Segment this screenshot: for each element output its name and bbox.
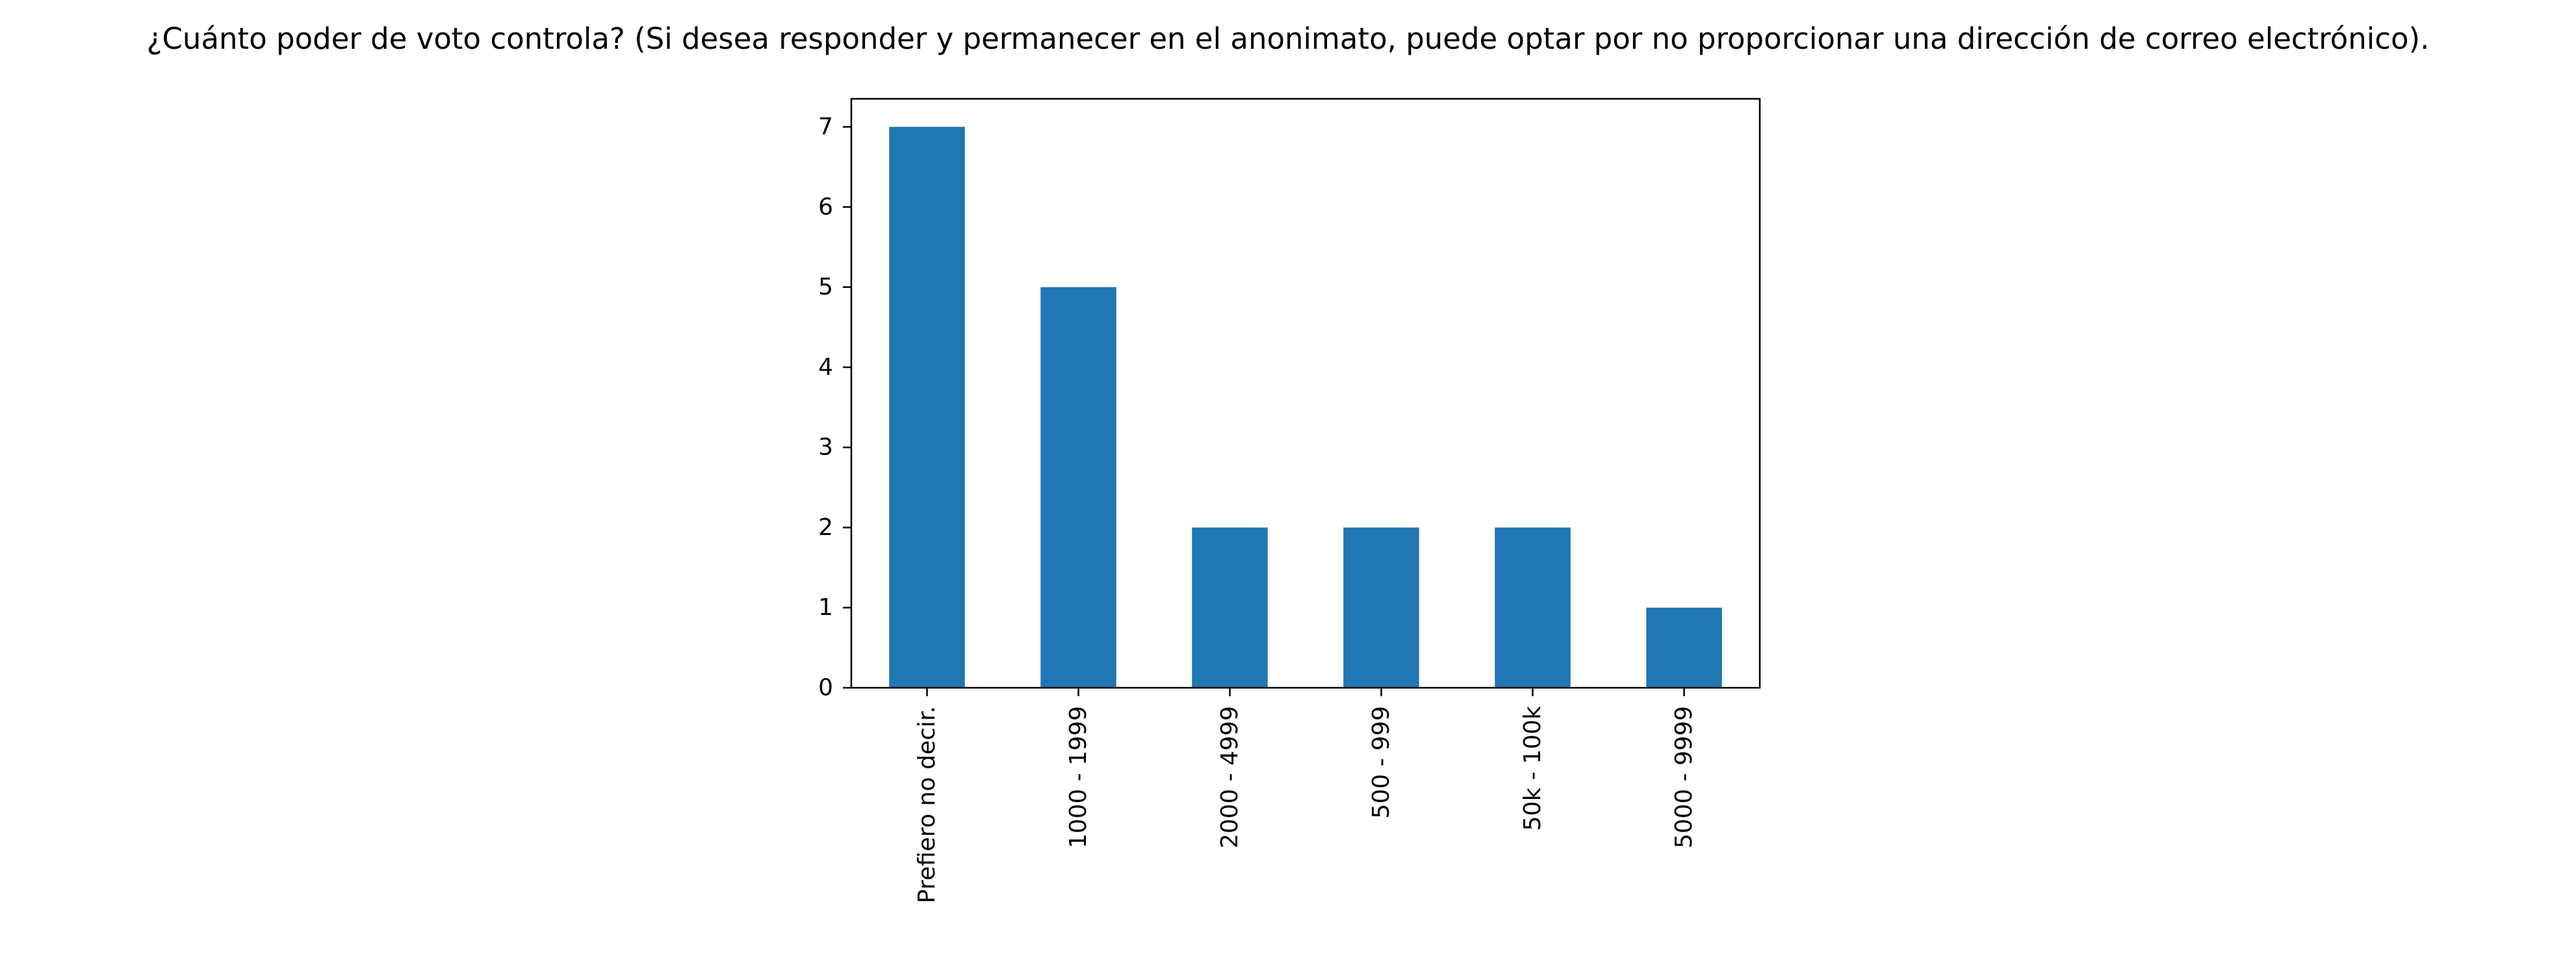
y-tick-label-5: 5	[818, 274, 833, 300]
x-tick-label-1: 1000 - 1999	[1065, 706, 1092, 848]
x-axis: Prefiero no decir. 1000 - 1999 2000 - 4999…	[914, 688, 1697, 904]
bar-3	[1343, 527, 1419, 688]
bar-5	[1646, 607, 1722, 688]
bar-1	[1040, 287, 1116, 688]
y-tick-label-7: 7	[818, 114, 833, 140]
x-tick-label-4: 50k - 100k	[1519, 706, 1546, 831]
chart-title: ¿Cuánto poder de voto controla? (Si dese…	[147, 21, 2430, 56]
bar-2	[1192, 527, 1268, 688]
x-tick-label-2: 2000 - 4999	[1217, 706, 1243, 848]
x-tick-label-0: Prefiero no decir.	[914, 706, 940, 904]
plot-frame	[850, 98, 1761, 689]
bar-0	[889, 127, 965, 688]
y-tick-label-6: 6	[818, 194, 833, 220]
x-tick-label-5: 5000 - 9999	[1671, 706, 1697, 848]
y-axis: 0 1 2 3 4 5 6 7	[818, 114, 851, 701]
bar-4	[1495, 527, 1571, 688]
y-tick-label-4: 4	[818, 354, 833, 380]
y-tick-label-1: 1	[818, 594, 833, 621]
x-tick-label-3: 500 - 999	[1368, 706, 1395, 818]
y-tick-label-3: 3	[818, 434, 833, 461]
y-tick-label-0: 0	[818, 675, 833, 701]
y-tick-label-2: 2	[818, 514, 833, 541]
bars-group	[889, 127, 1722, 688]
